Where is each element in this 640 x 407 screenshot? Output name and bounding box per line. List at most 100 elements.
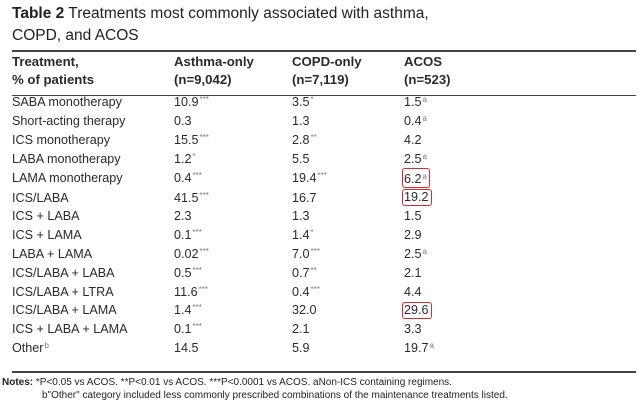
acos-value: 19.7 [404,340,429,355]
acos-value: 0.4 [404,114,422,129]
table-row: Otherb 14.5 5.9 19.7a [12,339,504,358]
table-notes: Notes: *P<0.05 vs ACOS. **P<0.01 vs ACOS… [2,376,638,402]
treatment-name: ICS + LAMA [12,228,82,243]
cell-treatment: ICS/LABA + LAMA [12,301,174,320]
asthma-value: 0.1 [174,228,192,243]
cell-copd: 5.9 [292,339,404,358]
table-row: ICS + LABA 2.3 1.3 1.5 [12,207,504,226]
acos-footnote-mark: a [422,172,427,182]
cell-copd: 0.7** [292,263,404,282]
cell-asthma: 0.1*** [174,320,292,339]
acos-highlight-box: 6.2a [402,168,430,189]
asthma-significance: *** [199,95,209,105]
table-title: Table 2 Treatments most commonly associa… [12,3,632,47]
cell-treatment: ICS + LABA [12,207,174,226]
asthma-significance: *** [192,171,202,181]
cell-copd: 1.4* [292,226,404,245]
copd-value: 19.4 [292,171,317,186]
header-rule [12,95,636,96]
cell-acos: 6.2a [402,168,504,189]
treatment-name: LAMA monotherapy [12,171,123,186]
cell-asthma: 1.2* [174,149,292,168]
notes-line1: *P<0.05 vs ACOS. **P<0.01 vs ACOS. ***P<… [35,377,452,388]
acos-footnote-mark: a [422,114,427,124]
asthma-value: 14.5 [174,340,199,355]
copd-value: 0.4 [292,284,310,299]
cell-asthma: 0.4*** [174,168,292,188]
acos-footnote-mark: a [429,340,434,350]
cell-treatment: ICS monotherapy [12,131,174,150]
copd-value: 1.3 [292,114,310,129]
acos-value: 1.5 [404,209,422,224]
cell-treatment: LABA monotherapy [12,149,174,168]
table-row: ICS + LABA + LAMA 0.1*** 2.1 3.3 [12,320,504,339]
table-row: Short-acting therapy 0.3 1.3 0.4a [12,112,504,131]
table-body: SABA monotherapy 10.9*** 3.5* 1.5a Short-act… [12,93,504,357]
cell-copd: 3.5* [292,93,404,112]
cell-acos: 2.5a [404,149,504,168]
asthma-value: 1.2 [174,151,192,166]
copd-significance: *** [310,246,320,256]
asthma-value: 41.5 [174,190,199,205]
treatment-name: ICS/LABA + LABA [12,265,115,280]
acos-value: 2.5 [404,151,422,166]
asthma-significance: *** [199,190,209,200]
copd-value: 1.4 [292,228,310,243]
cell-treatment: LAMA monotherapy [12,168,174,188]
copd-value: 1.3 [292,209,310,224]
asthma-value: 0.4 [174,171,192,186]
asthma-value: 1.4 [174,303,192,318]
cell-asthma: 1.4*** [174,301,292,320]
acos-value: 4.4 [404,284,422,299]
copd-value: 7.0 [292,246,310,261]
treatment-name: ICS/LABA + LTRA [12,284,114,299]
asthma-significance: *** [192,265,202,275]
copd-significance: *** [310,284,320,294]
cell-acos: 29.6 [402,301,504,320]
cell-treatment: ICS + LABA + LAMA [12,320,174,339]
cell-copd: 1.3 [292,112,404,131]
asthma-value: 0.5 [174,265,192,280]
treatment-name: LABA monotherapy [12,151,121,166]
cell-acos: 3.3 [404,320,504,339]
acos-footnote-mark: a [422,151,427,161]
cell-asthma: 15.5*** [174,131,292,150]
cell-treatment: ICS/LABA + LTRA [12,282,174,301]
treatment-name: ICS monotherapy [12,132,111,147]
acos-value: 4.2 [404,132,422,147]
cell-copd: 1.3 [292,207,404,226]
table-title-line2: COPD, and ACOS [12,27,139,44]
copd-value: 16.7 [292,190,317,205]
treatment-name: Other [12,340,44,355]
copd-value: 2.8 [292,132,310,147]
cell-asthma: 0.02*** [174,245,292,264]
asthma-significance: *** [198,284,208,294]
copd-significance: *** [317,171,327,181]
cell-acos: 4.2 [404,131,504,150]
cell-copd: 0.4*** [292,282,404,301]
table-row: LABA monotherapy 1.2* 5.5 2.5a [12,149,504,168]
cell-asthma: 14.5 [174,339,292,358]
acos-footnote-mark: a [422,246,427,256]
acos-value: 1.5 [404,95,422,110]
cell-treatment: ICS + LAMA [12,226,174,245]
cell-asthma: 0.1*** [174,226,292,245]
acos-value: 2.5 [404,246,422,261]
acos-value: 29.6 [404,302,429,317]
copd-significance: ** [310,265,317,275]
cell-asthma: 0.5*** [174,263,292,282]
table-row: ICS/LABA + LABA 0.5*** 0.7** 2.1 [12,263,504,282]
cell-asthma: 11.6*** [174,282,292,301]
cell-treatment: ICS/LABA [12,188,174,207]
bottom-rule [12,371,636,373]
asthma-significance: *** [199,246,209,256]
top-rule [12,50,636,52]
cell-acos: 19.2 [402,188,504,207]
copd-value: 5.9 [292,340,310,355]
table-title-line1: Treatments most commonly associated with… [68,5,429,22]
asthma-value: 0.02 [174,246,199,261]
treatment-name: ICS/LABA [12,190,69,205]
cell-acos: 0.4a [404,112,504,131]
table-row: ICS/LABA + LAMA 1.4*** 32.0 29.6 [12,301,504,320]
cell-copd: 16.7 [292,188,404,207]
